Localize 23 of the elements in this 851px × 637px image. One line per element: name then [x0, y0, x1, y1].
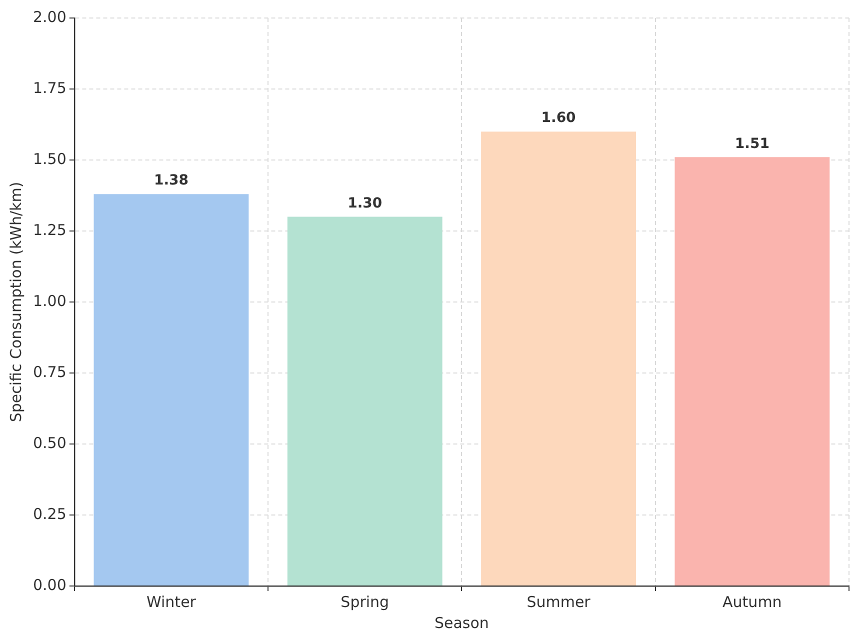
y-tick-label: 0.00 [32, 576, 66, 594]
bar [674, 157, 830, 586]
data-label: 1.30 [348, 195, 382, 212]
bar [481, 132, 636, 586]
y-tick-label: 0.25 [32, 504, 66, 523]
data-label: 1.60 [541, 110, 576, 126]
y-tick-label: 2.00 [32, 8, 66, 26]
x-tick-label: Autumn [722, 592, 782, 611]
y-axis-title: Specific Consumption (kWh/km) [6, 182, 25, 422]
y-tick-label: 0.75 [32, 362, 66, 381]
y-tick-label: 1.25 [32, 220, 66, 239]
y-tick-label: 1.75 [32, 78, 66, 97]
x-axis-title: Season [434, 614, 489, 632]
bar [94, 194, 249, 586]
data-label: 1.38 [154, 172, 188, 189]
y-tick-label: 1.00 [32, 292, 66, 310]
x-tick-label: Winter [146, 592, 197, 611]
x-tick-label: Spring [340, 592, 390, 611]
bar [287, 216, 442, 586]
x-tick-label: Summer [526, 592, 592, 611]
data-label: 1.51 [734, 136, 770, 152]
y-tick-label: 1.50 [32, 150, 66, 168]
y-tick-label: 0.50 [32, 434, 66, 452]
